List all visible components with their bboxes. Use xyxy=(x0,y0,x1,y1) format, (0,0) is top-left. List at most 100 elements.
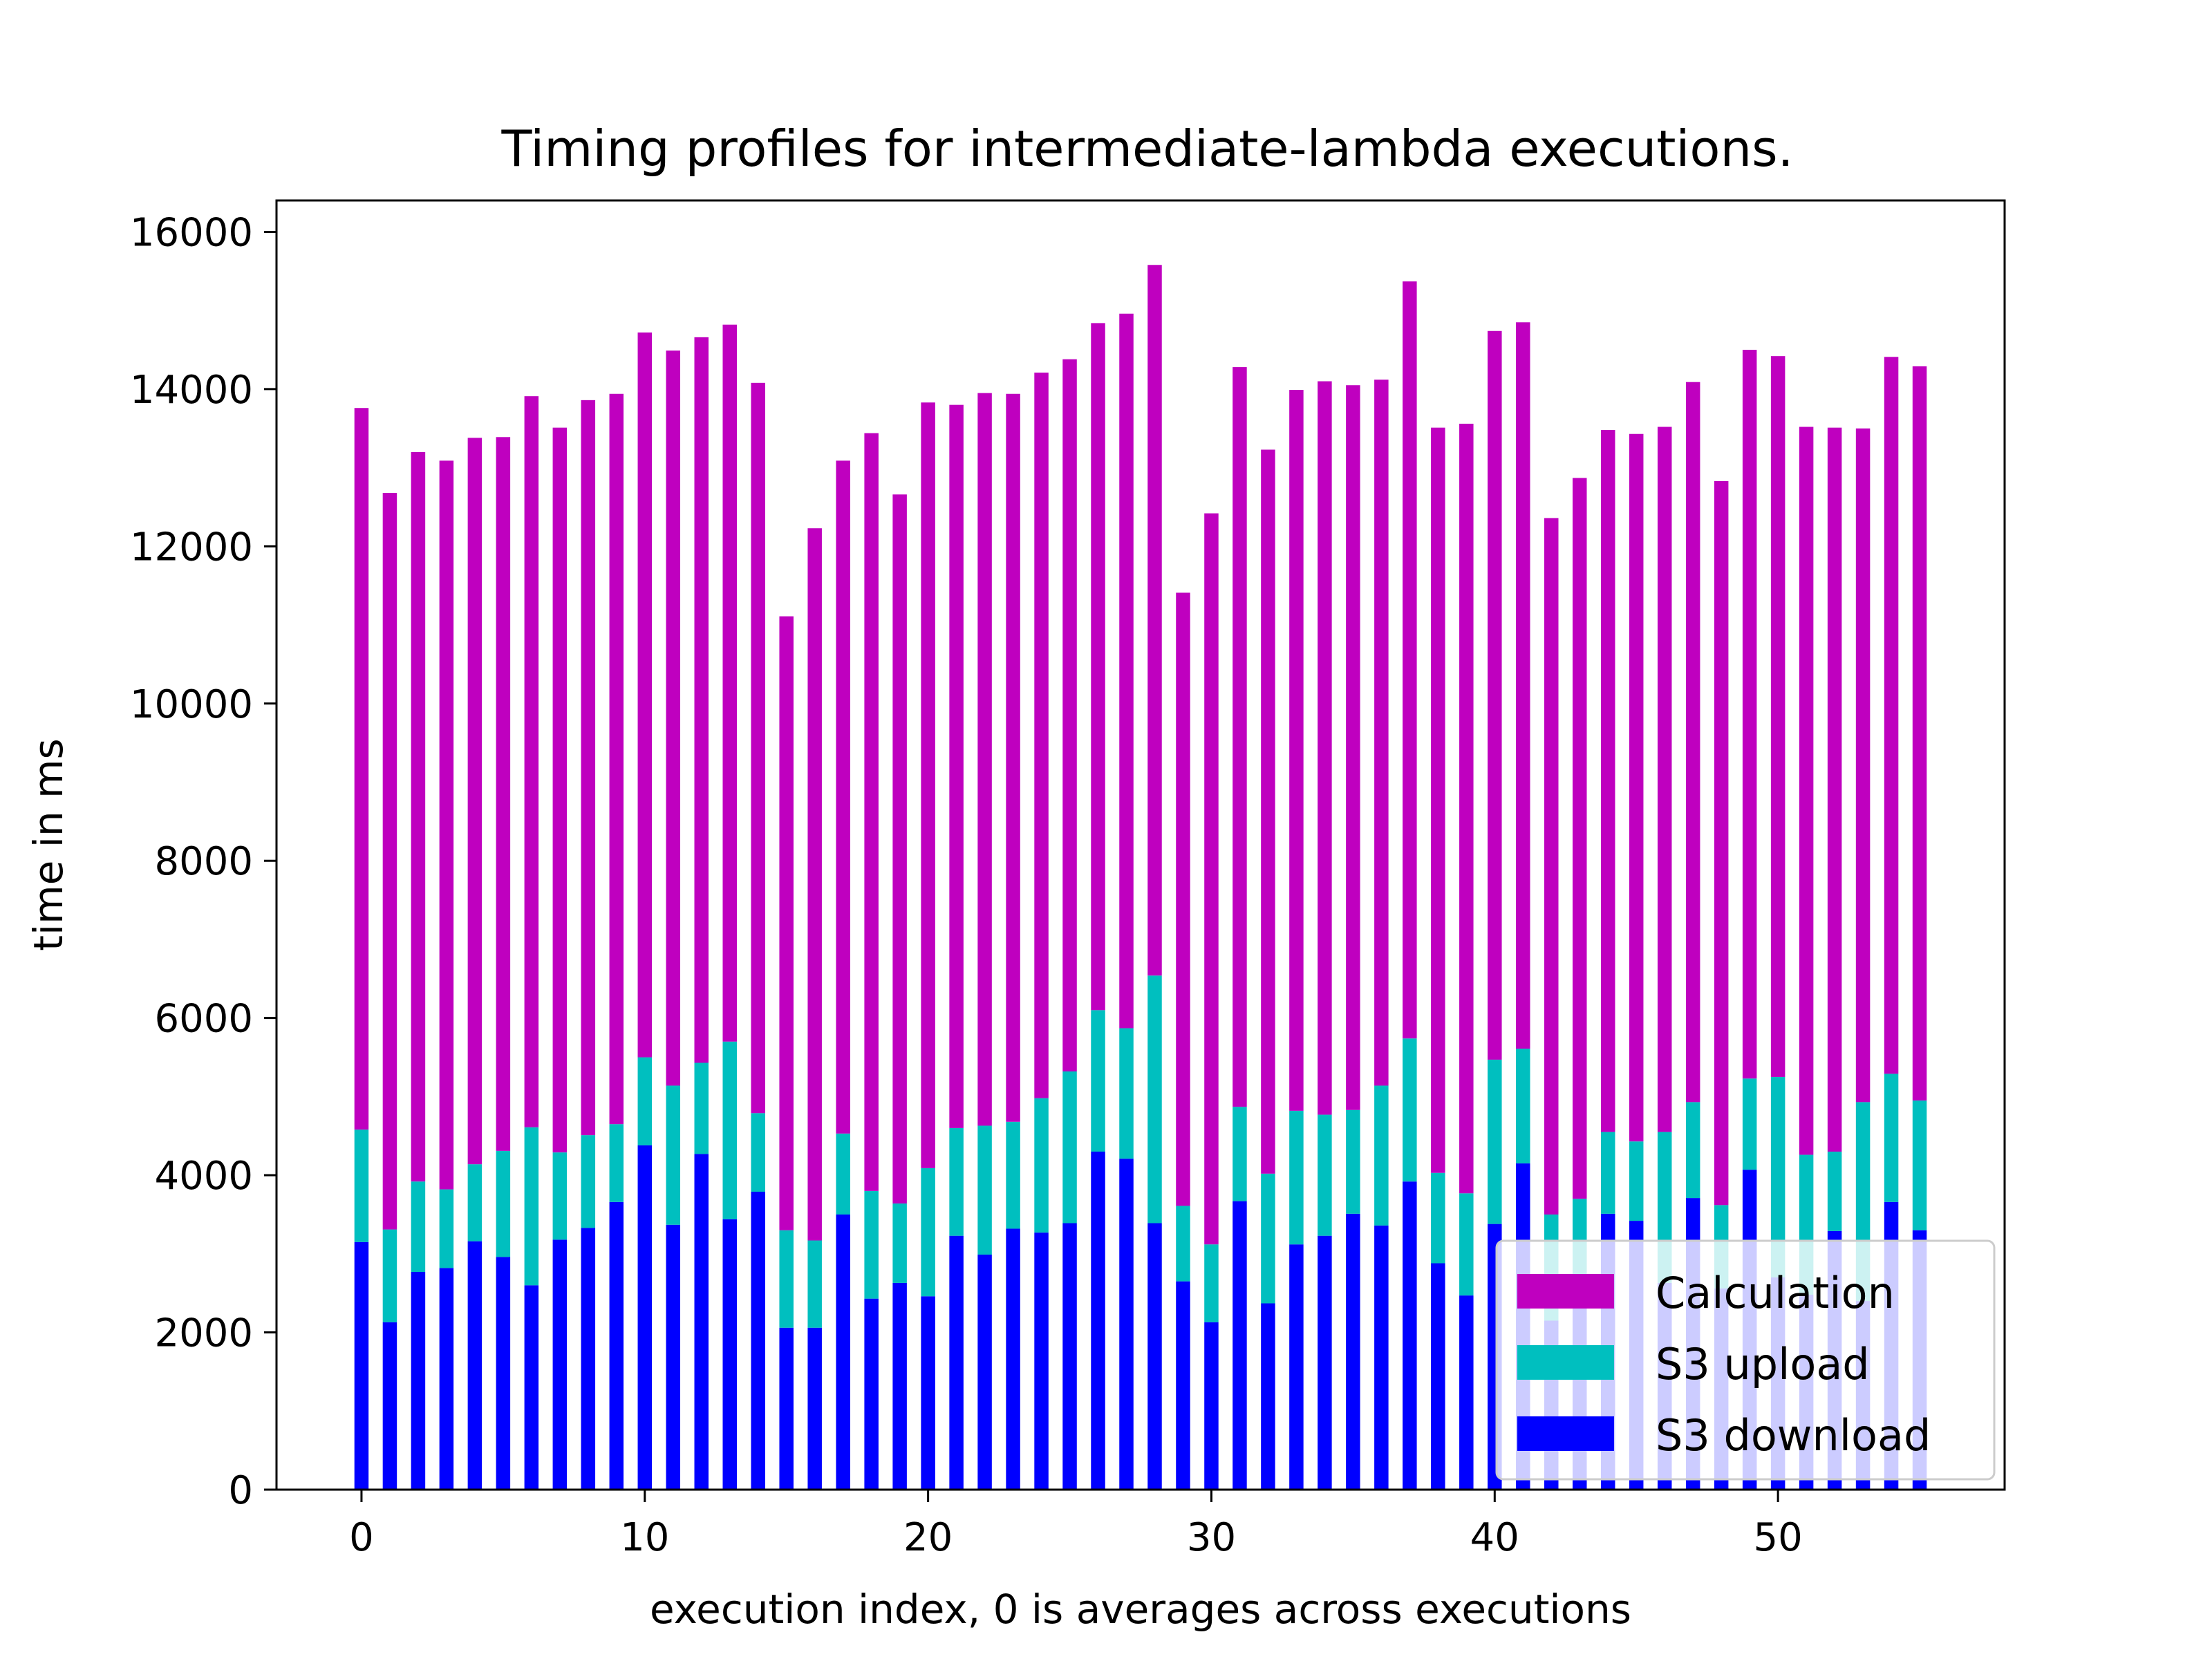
bar-s3-download xyxy=(864,1298,879,1490)
bar-s3-upload xyxy=(949,1127,964,1236)
bar-s3-download xyxy=(694,1154,709,1490)
plot-frame xyxy=(275,199,2006,1491)
y-tick-label: 2000 xyxy=(154,1311,253,1356)
bar-s3-upload xyxy=(1884,1074,1899,1202)
bar-s3-download xyxy=(921,1296,935,1490)
y-tick-label: 6000 xyxy=(154,997,253,1042)
bar-s3-download xyxy=(439,1268,454,1490)
chart-title: Timing profiles for intermediate-lambda … xyxy=(500,120,1793,178)
bar-calculation xyxy=(864,433,879,1191)
bar-s3-upload xyxy=(411,1181,426,1272)
bar-s3-download xyxy=(496,1257,511,1490)
y-tick-label: 14000 xyxy=(130,368,253,413)
bar-s3-upload xyxy=(1034,1098,1049,1233)
bar-calculation xyxy=(1714,480,1729,1206)
bar-calculation xyxy=(807,528,822,1241)
bar-s3-upload xyxy=(524,1127,539,1286)
bar-calculation xyxy=(751,382,765,1114)
legend-swatch-s3-download xyxy=(1517,1416,1614,1451)
bar-s3-upload xyxy=(637,1057,653,1145)
bar-s3-download xyxy=(1091,1152,1105,1490)
bar-calculation xyxy=(1403,281,1417,1039)
bar-s3-download xyxy=(382,1322,397,1490)
bar-s3-download xyxy=(666,1224,681,1490)
bar-s3-download xyxy=(1431,1263,1445,1490)
bar-s3-download xyxy=(1374,1225,1389,1490)
bar-s3-upload xyxy=(1516,1049,1530,1164)
bar-calculation xyxy=(892,494,907,1204)
bar-s3-upload xyxy=(1827,1152,1842,1231)
bar-calculation xyxy=(637,332,653,1058)
bar-calculation xyxy=(1516,322,1530,1049)
bar-s3-upload xyxy=(1062,1071,1077,1224)
bar-calculation xyxy=(694,337,709,1063)
bar-calculation xyxy=(1459,423,1474,1194)
bar-s3-download xyxy=(751,1192,765,1490)
bar-s3-upload xyxy=(439,1189,454,1268)
bar-calculation xyxy=(1799,427,1814,1155)
bar-s3-download xyxy=(609,1201,624,1490)
bar-calculation xyxy=(1827,427,1842,1152)
bar-s3-download xyxy=(722,1219,737,1490)
bar-calculation xyxy=(1232,367,1247,1107)
x-tick-label: 10 xyxy=(620,1515,669,1560)
bar-s3-download xyxy=(1006,1228,1020,1490)
bar-calculation xyxy=(524,396,539,1127)
bar-s3-download xyxy=(1318,1235,1332,1490)
bar-s3-download xyxy=(581,1228,596,1490)
y-axis-label: time in ms xyxy=(25,738,72,951)
bar-calculation xyxy=(1600,430,1615,1132)
bar-calculation xyxy=(1261,449,1275,1174)
bar-s3-download xyxy=(1034,1232,1049,1490)
bar-calculation xyxy=(1346,385,1360,1110)
x-tick-label: 40 xyxy=(1470,1515,1519,1560)
bar-s3-upload xyxy=(807,1240,822,1328)
bar-calculation xyxy=(1855,428,1871,1103)
bar-s3-upload xyxy=(892,1203,907,1283)
y-axis-ticks: 0 2000 4000 6000 8000 10000 12000 14000 16000 xyxy=(130,210,276,1513)
bar-calculation xyxy=(1006,393,1020,1122)
bar-s3-upload xyxy=(722,1041,737,1219)
bar-s3-download xyxy=(552,1239,568,1490)
bar-s3-upload xyxy=(382,1229,397,1322)
bar-s3-download xyxy=(354,1241,369,1490)
x-tick-label: 0 xyxy=(349,1515,374,1560)
bar-s3-upload xyxy=(467,1164,482,1241)
bar-calculation xyxy=(1147,265,1162,976)
bar-s3-upload xyxy=(1346,1109,1360,1214)
bar-calculation xyxy=(1204,513,1219,1245)
bar-s3-upload xyxy=(1374,1085,1389,1226)
bar-s3-upload xyxy=(1318,1114,1332,1236)
bar-s3-download xyxy=(1261,1303,1275,1490)
bar-s3-upload xyxy=(1912,1100,1927,1230)
bar-s3-download xyxy=(637,1145,653,1490)
bar-calculation xyxy=(1544,518,1559,1215)
y-tick-label: 12000 xyxy=(130,525,253,570)
bar-calculation xyxy=(1770,356,1785,1077)
bar-s3-upload xyxy=(354,1130,369,1242)
bar-calculation xyxy=(1573,478,1587,1199)
bar-s3-download xyxy=(1346,1213,1360,1490)
bar-s3-upload xyxy=(1232,1107,1247,1201)
bar-s3-download xyxy=(1403,1181,1417,1490)
bar-s3-upload xyxy=(977,1125,992,1255)
bar-s3-upload xyxy=(1119,1028,1134,1159)
legend-label-s3-upload: S3 upload xyxy=(1656,1339,1870,1389)
y-tick-label: 16000 xyxy=(130,210,253,255)
bar-calculation xyxy=(496,437,511,1151)
bar-s3-download xyxy=(779,1327,794,1490)
legend-label-s3-download: S3 download xyxy=(1656,1410,1931,1461)
bar-s3-download xyxy=(1289,1244,1304,1490)
y-tick-label: 8000 xyxy=(154,839,253,884)
bar-calculation xyxy=(552,427,568,1153)
legend-label-calculation: Calculation xyxy=(1656,1268,1895,1318)
legend-swatch-s3-upload xyxy=(1517,1345,1614,1380)
bar-calculation xyxy=(1062,359,1077,1072)
bar-s3-upload xyxy=(694,1062,709,1154)
bar-s3-download xyxy=(977,1254,992,1490)
x-axis-ticks: 0 10 20 30 40 50 xyxy=(349,1490,1803,1560)
bar-calculation xyxy=(1629,433,1644,1142)
bar-s3-download xyxy=(1119,1159,1134,1490)
bar-s3-upload xyxy=(1431,1172,1445,1264)
bar-s3-upload xyxy=(1006,1121,1020,1229)
